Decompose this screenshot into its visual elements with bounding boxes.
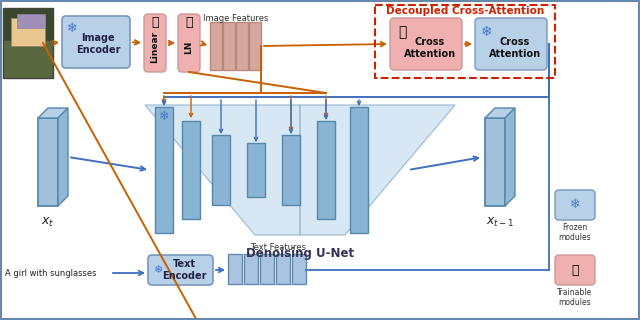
Text: 🔥: 🔥 [398,25,406,39]
FancyBboxPatch shape [555,190,595,220]
Polygon shape [58,108,68,206]
Text: Frozen
modules: Frozen modules [559,223,591,243]
FancyBboxPatch shape [555,255,595,285]
Text: Linear: Linear [150,31,159,63]
Text: Denoising U-Net: Denoising U-Net [246,247,354,260]
Bar [236,22,248,70]
Polygon shape [38,108,68,118]
Bar [11,18,45,46]
Polygon shape [505,108,515,206]
Bar [155,107,173,233]
Bar [3,8,53,39]
Bar [292,254,306,284]
Bar [485,118,505,206]
FancyBboxPatch shape [475,18,547,70]
Polygon shape [300,105,455,235]
Polygon shape [485,108,515,118]
Bar [260,254,274,284]
Text: A girl with sunglasses: A girl with sunglasses [5,268,97,277]
Text: Cross
Attention: Cross Attention [404,37,456,59]
Bar [212,135,230,205]
FancyBboxPatch shape [62,16,130,68]
FancyBboxPatch shape [144,14,166,72]
Text: Cross
Attention: Cross Attention [489,37,541,59]
Text: ❄: ❄ [159,110,169,124]
Bar [228,254,242,284]
Text: Image Features: Image Features [204,14,269,23]
Bar [210,22,222,70]
Text: $x_t$: $x_t$ [42,216,54,229]
Bar [317,121,335,219]
Text: Trainable
modules: Trainable modules [557,288,593,308]
Text: ❄: ❄ [67,21,77,35]
Bar [17,14,45,28]
Text: 🔥: 🔥 [151,17,159,29]
Bar [3,8,53,78]
Bar [350,107,368,233]
Text: 🔥: 🔥 [185,17,193,29]
Bar [182,121,200,219]
Text: ❄: ❄ [154,265,163,275]
Text: Text Features: Text Features [250,243,306,252]
Polygon shape [145,105,300,235]
Text: $x_{t-1}$: $x_{t-1}$ [486,216,515,229]
Bar [282,135,300,205]
Bar [223,22,235,70]
Text: 🔥: 🔥 [572,263,579,276]
Bar [38,118,58,206]
FancyBboxPatch shape [148,255,213,285]
FancyBboxPatch shape [390,18,462,70]
Text: Image
Encoder: Image Encoder [76,33,120,55]
Text: ❄: ❄ [570,198,580,212]
Text: ❄: ❄ [481,25,493,39]
Bar [276,254,290,284]
Text: Decoupled Cross-Attention: Decoupled Cross-Attention [386,6,544,16]
Bar [375,5,555,78]
FancyBboxPatch shape [178,14,200,72]
Bar [247,143,265,197]
Bar [244,254,258,284]
Bar [249,22,261,70]
Text: Text
Encoder: Text Encoder [163,259,207,281]
Text: LN: LN [184,40,193,54]
